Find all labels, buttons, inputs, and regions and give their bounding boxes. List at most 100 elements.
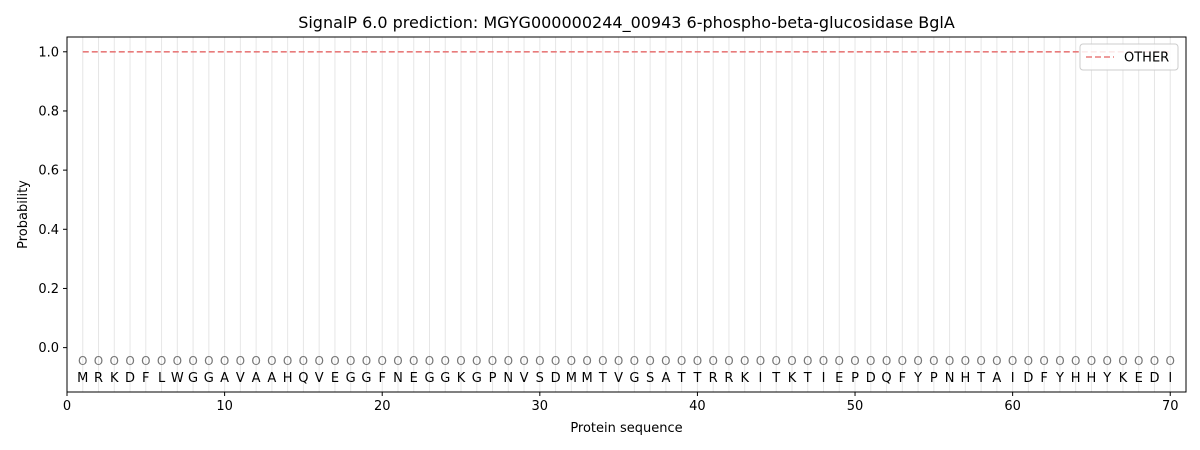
position-marker: O: [898, 354, 907, 368]
position-marker: O: [188, 354, 197, 368]
x-axis-ticks: 0 10 20 30 40 50 60 70: [63, 392, 1179, 414]
position-marker: O: [598, 354, 607, 368]
position-marker: O: [330, 354, 339, 368]
position-marker: O: [504, 354, 513, 368]
position-marker: O: [1134, 354, 1143, 368]
position-marker: O: [913, 354, 922, 368]
position-marker: O: [299, 354, 308, 368]
position-marker: O: [787, 354, 796, 368]
sequence-letter: M: [566, 371, 577, 386]
position-marker: O: [708, 354, 717, 368]
sequence-letter: P: [489, 371, 497, 386]
position-marker: O: [614, 354, 623, 368]
sequence-letter: E: [331, 371, 339, 386]
x-tick-label: 60: [1004, 399, 1021, 414]
sequence-letter: V: [520, 371, 529, 386]
x-tick-label: 0: [63, 399, 71, 414]
position-marker: O: [961, 354, 970, 368]
x-tick-label: 70: [1162, 399, 1179, 414]
position-marker: O: [1150, 354, 1159, 368]
sequence-letter: I: [1168, 371, 1172, 386]
position-marker: O: [929, 354, 938, 368]
y-tick-label: 0.8: [38, 104, 59, 119]
sequence-letter: F: [142, 371, 149, 386]
position-marker: O: [1008, 354, 1017, 368]
sequence-letter: W: [171, 371, 184, 386]
position-marker: O: [1118, 354, 1127, 368]
sequence-letter: R: [94, 371, 103, 386]
sequence-letter: G: [472, 371, 482, 386]
position-marker: O: [157, 354, 166, 368]
position-marker: O: [78, 354, 87, 368]
sequence-letter: E: [410, 371, 418, 386]
position-marker: O: [110, 354, 119, 368]
sequence-letter: Q: [881, 371, 891, 386]
sequence-letter: P: [930, 371, 938, 386]
sequence-letter: H: [1071, 371, 1081, 386]
position-marker: O: [992, 354, 1001, 368]
position-marker: O: [551, 354, 560, 368]
sequence-letter: S: [646, 371, 654, 386]
position-marker: O: [441, 354, 450, 368]
sequence-letter: K: [788, 371, 797, 386]
sequence-letter: T: [803, 371, 812, 386]
sequence-letter: T: [692, 371, 701, 386]
position-marker: O: [456, 354, 465, 368]
x-tick-label: 40: [689, 399, 706, 414]
sequence-letter: A: [992, 371, 1001, 386]
position-marker: O: [488, 354, 497, 368]
position-marker: O: [803, 354, 812, 368]
x-tick-label: 10: [216, 399, 233, 414]
sequence-letter: E: [1135, 371, 1143, 386]
sequence-letter: G: [346, 371, 356, 386]
position-marker: O: [1039, 354, 1048, 368]
position-marker: O: [1102, 354, 1111, 368]
position-marker: O: [141, 354, 150, 368]
position-marker: O: [645, 354, 654, 368]
sequence-letter: G: [629, 371, 639, 386]
sequence-letter: H: [960, 371, 970, 386]
position-marker: O: [740, 354, 749, 368]
position-marker: O: [693, 354, 702, 368]
position-marker: O: [976, 354, 985, 368]
sequence-letter: V: [236, 371, 245, 386]
legend-label: OTHER: [1124, 51, 1169, 66]
position-marker: O: [94, 354, 103, 368]
position-marker: O: [819, 354, 828, 368]
sequence-letter: I: [1011, 371, 1015, 386]
position-marker: O: [724, 354, 733, 368]
x-tick-label: 50: [847, 399, 864, 414]
x-tick-label: 20: [374, 399, 391, 414]
sequence-letter: D: [551, 371, 561, 386]
position-marker: O: [535, 354, 544, 368]
sequence-letter: G: [361, 371, 371, 386]
position-marker: O: [866, 354, 875, 368]
position-marker: O: [771, 354, 780, 368]
plot-frame: [66, 36, 1187, 393]
sequence-letter: V: [315, 371, 324, 386]
sequence-letter: T: [771, 371, 780, 386]
position-marker: O: [661, 354, 670, 368]
y-tick-label: 1.0: [38, 45, 59, 60]
sequence-letter: R: [709, 371, 718, 386]
grid-lines: [82, 37, 1171, 392]
sequence-letter: Q: [298, 371, 308, 386]
sequence-letter: G: [188, 371, 198, 386]
position-marker: O: [393, 354, 402, 368]
position-marker: O: [220, 354, 229, 368]
position-marker: O: [850, 354, 859, 368]
position-marker: O: [756, 354, 765, 368]
sequence-letter: A: [661, 371, 670, 386]
position-marker: O: [677, 354, 686, 368]
y-tick-label: 0.0: [38, 341, 59, 356]
sequence-letter: D: [1149, 371, 1159, 386]
y-axis-ticks: 0.0 0.2 0.4 0.6 0.8 1.0: [38, 45, 67, 356]
sequence-letter: F: [1040, 371, 1047, 386]
position-marker: O: [1055, 354, 1064, 368]
position-marker: O: [519, 354, 528, 368]
position-marker: O: [472, 354, 481, 368]
sequence-letter: G: [424, 371, 434, 386]
sequence-letter: A: [220, 371, 229, 386]
